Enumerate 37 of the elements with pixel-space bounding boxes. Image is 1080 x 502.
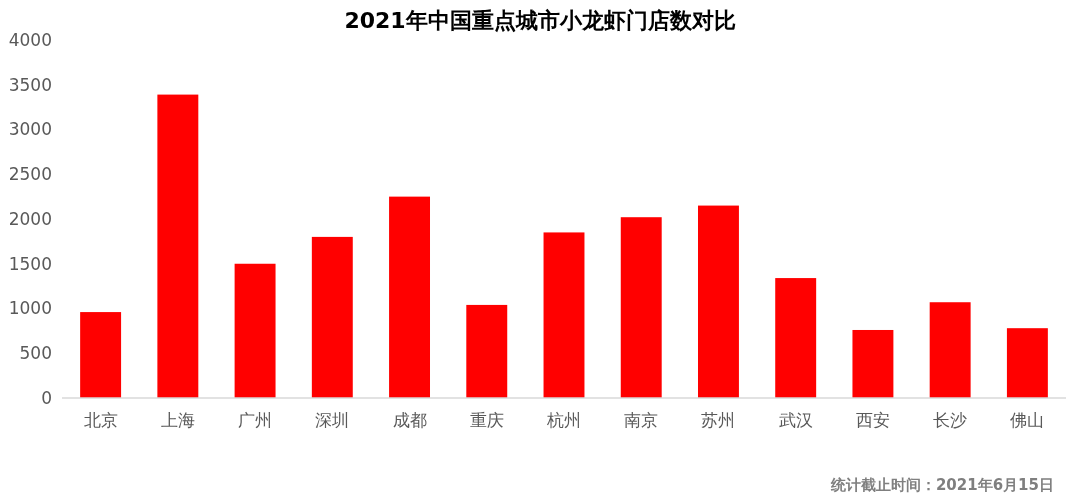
y-tick-label: 2500 [8,164,52,185]
bar [1006,328,1048,398]
x-tick-label: 上海 [160,410,195,430]
y-tick-label: 3500 [8,74,52,95]
y-tick-label: 1000 [8,298,52,319]
x-tick-label: 杭州 [546,410,581,430]
x-tick-label: 佛山 [1010,410,1045,430]
y-tick-label: 2000 [8,208,52,229]
bar [852,329,894,398]
bar [466,304,508,398]
chart-title: 2021年中国重点城市小龙虾门店数对比 [344,8,736,33]
y-tick-label: 500 [19,343,52,364]
x-tick-label: 广州 [238,410,273,430]
y-tick-label: 3000 [8,119,52,140]
bar [80,312,122,398]
text: 统计截止时间：2021年6月15日 [829,476,1054,494]
bar [311,236,353,398]
bar [157,94,199,398]
x-tick-label: 苏州 [701,410,736,430]
x-tick-label: 深圳 [315,410,350,430]
y-tick-label: 0 [41,387,52,408]
x-tick-label: 南京 [624,410,659,430]
bar [775,278,817,398]
bar [543,232,585,398]
x-tick-label: 西安 [855,410,890,430]
y-tick-label: 1500 [8,253,52,274]
x-tick-label: 武汉 [778,410,813,430]
y-tick-label: 4000 [8,29,52,50]
x-tick-label: 北京 [83,410,118,430]
bar [929,302,971,398]
bar [620,217,662,398]
x-tick-label: 长沙 [933,410,968,430]
bar [389,196,430,398]
bar [698,205,739,398]
x-tick-label: 重庆 [469,410,504,430]
x-tick-label: 成都 [392,410,427,430]
bar [234,263,276,398]
